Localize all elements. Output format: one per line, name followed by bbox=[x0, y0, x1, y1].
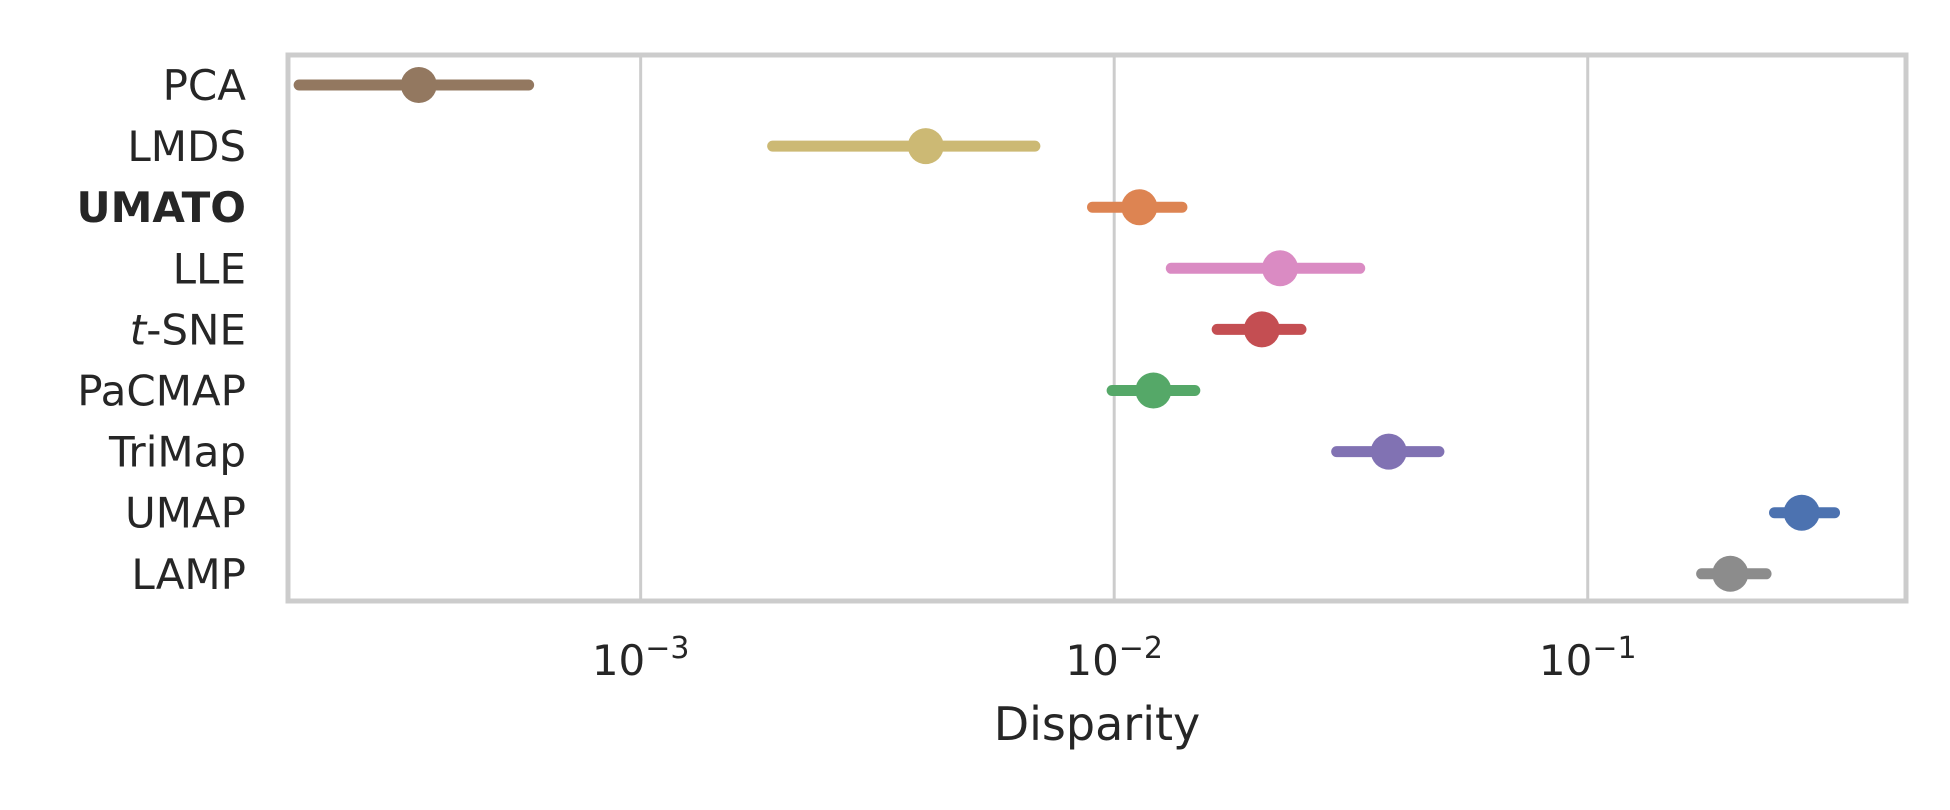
x-tick-base: 10 bbox=[1065, 636, 1118, 685]
y-tick-labels: PCA LMDS UMATO LLE t-SNE PaCMAP TriMap UMAP LAMP bbox=[77, 61, 247, 599]
plot-frame bbox=[285, 52, 1909, 604]
x-tick-label: 10−3 bbox=[592, 631, 690, 685]
x-tick-base: 10 bbox=[592, 636, 645, 685]
x-tick-exponent: −1 bbox=[1592, 631, 1636, 666]
y-tick-label-text: TriMap bbox=[108, 428, 246, 477]
x-axis-label: Disparity bbox=[994, 697, 1201, 751]
point-estimate bbox=[1783, 494, 1820, 531]
point-estimate bbox=[1370, 433, 1407, 470]
x-tick-exponent: −3 bbox=[645, 631, 689, 666]
y-tick-label: UMATO bbox=[77, 183, 247, 232]
y-tick-label: LAMP bbox=[131, 550, 246, 599]
y-tick-label: TriMap bbox=[108, 428, 246, 477]
x-tick-label: 10−1 bbox=[1539, 631, 1637, 685]
point-estimates bbox=[400, 67, 1820, 592]
point-estimate bbox=[907, 128, 944, 165]
y-tick-label: LLE bbox=[173, 244, 246, 293]
point-estimate bbox=[1135, 372, 1172, 409]
y-tick-label: LMDS bbox=[127, 122, 246, 171]
x-tick-exponent: −2 bbox=[1119, 631, 1163, 666]
point-estimate bbox=[1262, 250, 1299, 287]
y-tick-label: t-SNE bbox=[130, 305, 246, 354]
point-estimate bbox=[1243, 311, 1280, 348]
x-tick-label: 10−2 bbox=[1065, 631, 1163, 685]
y-tick-label-text: UMAP bbox=[125, 489, 246, 538]
gridlines bbox=[639, 55, 1590, 601]
x-tick-base: 10 bbox=[1539, 636, 1592, 685]
y-tick-label-text: UMATO bbox=[77, 183, 247, 232]
y-tick-label-text: -SNE bbox=[146, 305, 246, 354]
point-estimate bbox=[1121, 189, 1158, 226]
y-tick-label-text: PaCMAP bbox=[77, 367, 246, 416]
point-estimate bbox=[400, 67, 437, 103]
y-tick-label-text: LMDS bbox=[127, 122, 246, 171]
y-tick-label-text: LAMP bbox=[131, 550, 246, 599]
confidence-intervals bbox=[293, 79, 1841, 580]
y-tick-label-text: PCA bbox=[163, 61, 247, 110]
y-tick-label: UMAP bbox=[125, 489, 246, 538]
y-tick-label-text: LLE bbox=[173, 244, 246, 293]
point-estimate bbox=[1712, 555, 1749, 592]
y-tick-label-italic: t bbox=[130, 305, 148, 354]
y-tick-label: PaCMAP bbox=[77, 367, 246, 416]
y-tick-label: PCA bbox=[163, 61, 247, 110]
x-tick-labels: 10−3 10−2 10−1 bbox=[592, 631, 1637, 685]
